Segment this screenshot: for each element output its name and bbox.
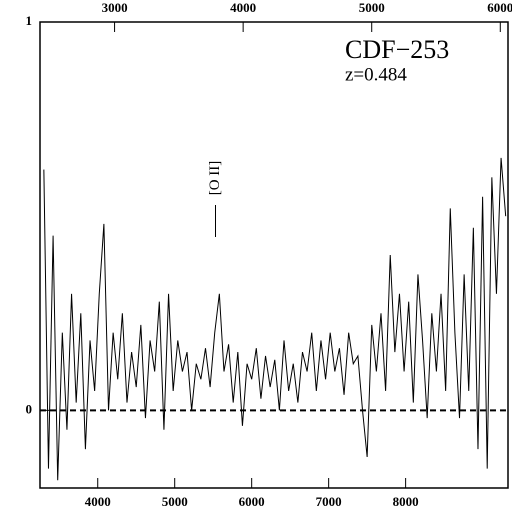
plot-frame [39, 21, 509, 489]
y-tick-label: 1 [26, 13, 33, 28]
x-tick-label: 7000 [316, 494, 342, 509]
x2-tick-label: 6000 [487, 0, 512, 15]
x2-tick-label: 5000 [359, 0, 385, 15]
chart-title: CDF−253 [345, 35, 449, 64]
x-tick-label: 4000 [85, 494, 111, 509]
spectrum-line [43, 157, 507, 481]
x-tick-label: 5000 [162, 494, 188, 509]
y-tick-label: 0 [26, 401, 33, 416]
annotation-label: [O II] [207, 161, 223, 196]
x2-tick-label: 4000 [230, 0, 256, 15]
x-tick-label: 6000 [239, 494, 265, 509]
x2-tick-label: 3000 [102, 0, 128, 15]
x-tick-label: 8000 [393, 494, 419, 509]
chart-subtitle: z=0.484 [345, 64, 407, 85]
